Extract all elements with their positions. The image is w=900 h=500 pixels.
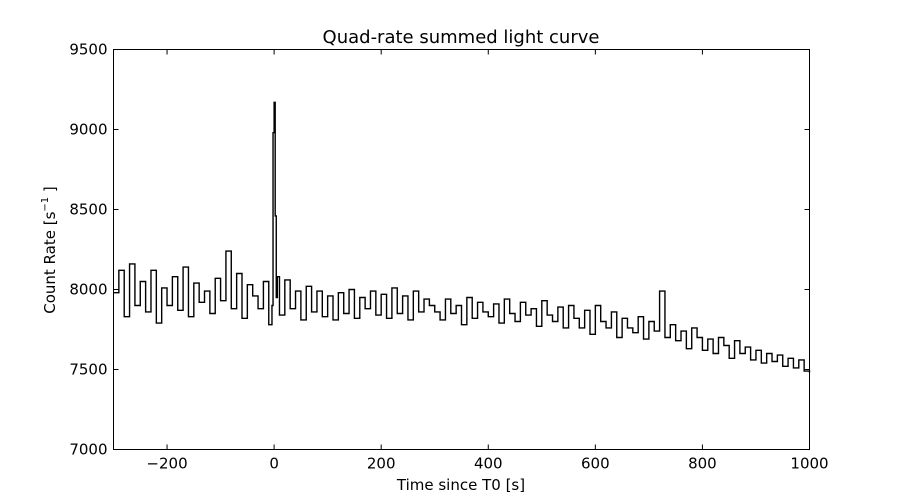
axis-ticks [113, 49, 810, 450]
x-tick-label: 0 [269, 455, 279, 473]
y-tick-label: 8000 [69, 281, 107, 299]
y-tick-label: 8500 [69, 201, 107, 219]
y-tick-label: 9500 [69, 41, 107, 59]
plot-frame [113, 49, 810, 450]
x-tick-label: 200 [367, 455, 396, 473]
chart-title: Quad-rate summed light curve [323, 27, 600, 48]
x-tick-label: 600 [581, 455, 610, 473]
y-axis-label-prefix: Count Rate [s [41, 211, 59, 313]
tick-labels: −200 0 200 400 600 800 1000 7000 7500 8000 8500 900… [69, 41, 828, 473]
x-axis-label: Time since T0 [s] [396, 476, 525, 494]
y-tick-label: 9000 [69, 121, 107, 139]
plot-area [113, 101, 811, 373]
x-tick-label: 1000 [790, 455, 828, 473]
series-line-0 [113, 101, 811, 373]
y-axis-label-exponent: −1 [40, 197, 51, 212]
x-tick-label: −200 [146, 455, 187, 473]
y-tick-label: 7000 [69, 441, 107, 459]
x-tick-label: 400 [474, 455, 503, 473]
y-tick-label: 7500 [69, 361, 107, 379]
y-axis-label-suffix: ] [41, 186, 59, 197]
y-axis-label: Count Rate [s−1 ] [40, 186, 59, 314]
x-tick-label: 800 [688, 455, 717, 473]
